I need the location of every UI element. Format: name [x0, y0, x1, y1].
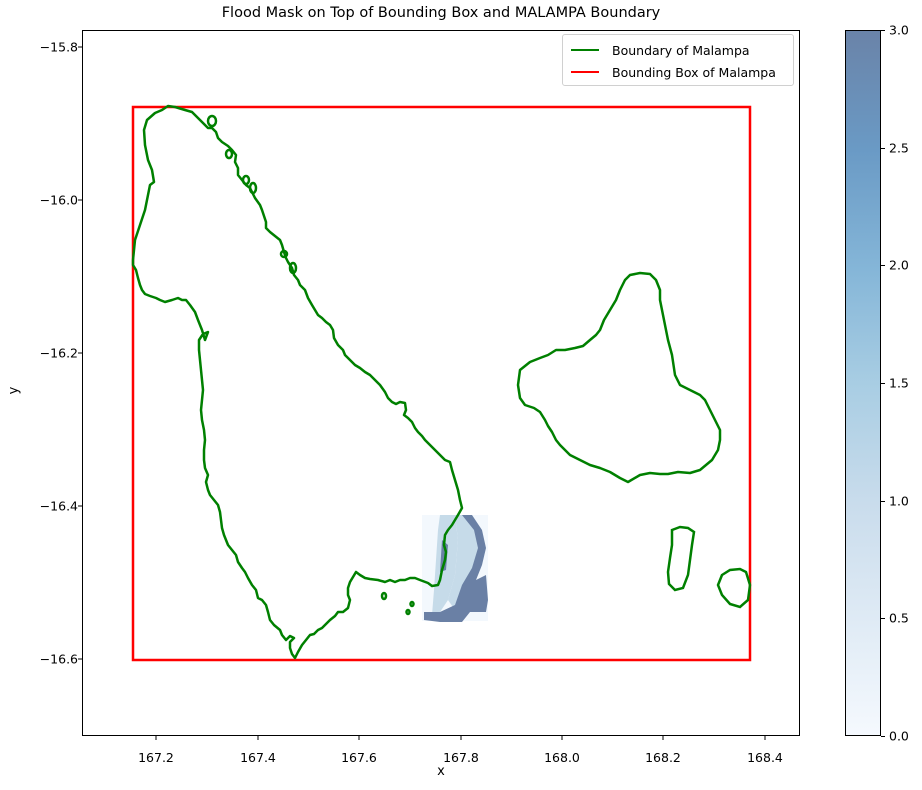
colorbar-tick-label: 3.0: [889, 22, 909, 38]
x-tick-label: 167.4: [240, 750, 276, 765]
bounding-box: [131, 105, 752, 662]
lopevi-island: [716, 567, 752, 609]
ambrym-island: [516, 271, 722, 484]
colorbar-tick: [881, 618, 885, 619]
y-tick-label: −15.8: [39, 39, 78, 55]
colorbar-gradient: [845, 30, 881, 736]
colorbar-tick-label: 0.0: [889, 728, 909, 744]
y-tick-label: −16.0: [39, 192, 78, 208]
y-axis-ticks: [78, 46, 82, 660]
colorbar-tick-label: 2.0: [889, 257, 909, 273]
colorbar-tick: [881, 265, 885, 266]
legend-item-boundary: Boundary of Malampa: [571, 40, 750, 60]
legend: Boundary of Malampa Bounding Box of Mala…: [562, 34, 794, 86]
chart-title: Flood Mask on Top of Bounding Box and MA…: [221, 5, 661, 21]
green-line-swatch-icon: [571, 49, 599, 51]
red-line-swatch-icon: [571, 71, 599, 73]
x-tick-label: 168.0: [544, 750, 580, 765]
flood-mask: [422, 515, 488, 622]
x-tick-label: 167.2: [138, 750, 174, 765]
colorbar-tick: [881, 148, 885, 149]
colorbar-tick: [881, 383, 885, 384]
colorbar: [845, 30, 881, 736]
y-axis-label: y: [6, 386, 22, 395]
x-tick-label: 168.2: [645, 750, 681, 765]
colorbar-tick-label: 1.0: [889, 493, 909, 509]
legend-label: Boundary of Malampa: [612, 42, 750, 58]
x-tick-label: 167.8: [443, 750, 479, 765]
y-tick-label: −16.2: [39, 345, 78, 361]
colorbar-tick: [881, 30, 885, 31]
colorbar-tick-label: 1.5: [889, 375, 909, 391]
legend-item-bounding-box: Bounding Box of Malampa: [571, 62, 776, 82]
malampa-boundary: [131, 104, 464, 660]
x-tick-label: 167.6: [341, 750, 377, 765]
colorbar-tick: [881, 736, 885, 737]
y-tick-label: −16.4: [39, 498, 78, 514]
paama-island: [666, 525, 696, 592]
y-tick-label: −16.6: [39, 651, 78, 667]
x-axis-label: x: [437, 764, 445, 779]
x-tick-label: 168.4: [747, 750, 783, 765]
colorbar-tick-label: 0.5: [889, 610, 909, 626]
colorbar-tick: [881, 501, 885, 502]
islets: [206, 114, 415, 616]
colorbar-tick-label: 2.5: [889, 140, 909, 156]
x-axis-ticks: [155, 736, 766, 740]
legend-label: Bounding Box of Malampa: [612, 64, 776, 80]
